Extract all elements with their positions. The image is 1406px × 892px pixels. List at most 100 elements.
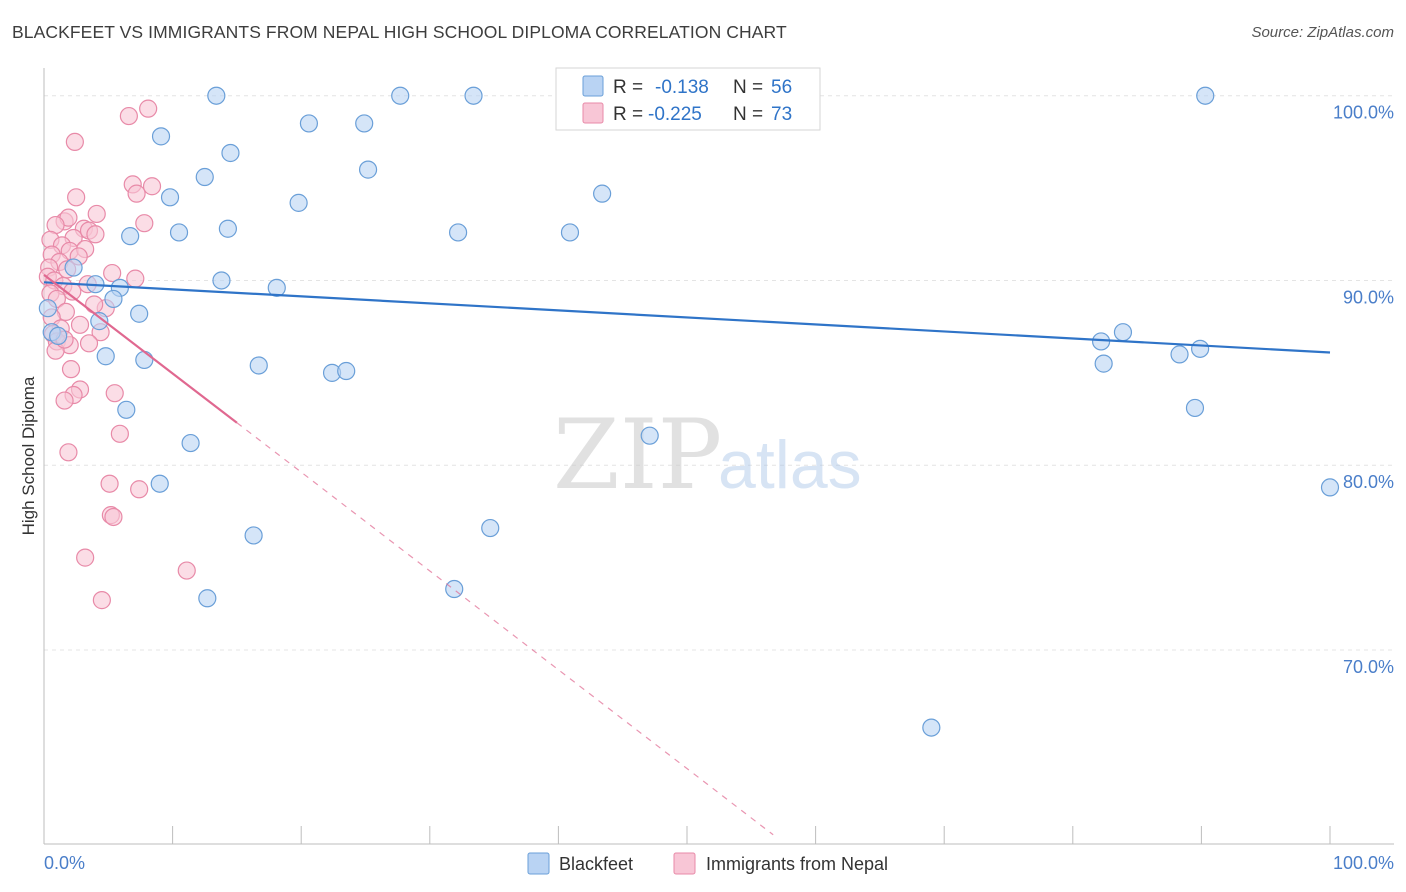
x-tick-label-min: 0.0% xyxy=(44,853,85,873)
trend-line-nepal xyxy=(43,274,238,424)
nepal-point-55 xyxy=(130,480,149,499)
grid-lines xyxy=(44,95,1394,651)
y-axis-title: High School Diploma xyxy=(19,376,38,535)
nepal-point-32 xyxy=(103,263,122,283)
blackfeet-point-42 xyxy=(1185,398,1205,418)
blackfeet-point-50 xyxy=(198,589,217,608)
legend-r-value-blackfeet: -0.138 xyxy=(655,77,709,98)
nepal-point-2 xyxy=(65,132,84,152)
blackfeet-point-1 xyxy=(391,86,410,105)
blackfeet-point-48 xyxy=(244,526,263,545)
blackfeet-point-0 xyxy=(207,86,226,105)
blackfeet-point-46 xyxy=(1320,478,1340,497)
blackfeet-point-14 xyxy=(289,193,308,212)
watermark-atlas: atlas xyxy=(718,427,862,503)
nepal-point-12 xyxy=(135,214,154,233)
trend-lines xyxy=(43,274,1331,836)
blackfeet-point-16 xyxy=(169,223,189,242)
blackfeet-point-15 xyxy=(218,219,237,238)
nepal-point-37 xyxy=(85,295,104,314)
nepal-point-59 xyxy=(177,561,196,580)
blackfeet-point-11 xyxy=(195,167,214,187)
blackfeet-point-12 xyxy=(593,184,612,203)
legend-bottom-swatch-blackfeet xyxy=(527,852,550,875)
nepal-point-58 xyxy=(76,548,95,567)
blackfeet-point-40 xyxy=(337,361,356,381)
nepal-point-1 xyxy=(139,99,158,118)
x-tick-label-max: 100.0% xyxy=(1333,853,1394,873)
blackfeet-point-17 xyxy=(448,223,468,242)
blackfeet-point-38 xyxy=(1094,354,1113,373)
blackfeet-point-8 xyxy=(151,127,171,146)
blackfeet-point-35 xyxy=(96,347,115,366)
nepal-point-33 xyxy=(126,269,145,288)
watermark-zip: ZIP xyxy=(553,399,722,511)
nepal-point-6 xyxy=(67,188,86,207)
nepal-point-51 xyxy=(105,384,124,403)
legend-n-value-blackfeet: 56 xyxy=(771,77,792,98)
nepal-point-52 xyxy=(110,424,129,443)
nepal-point-57 xyxy=(104,507,123,527)
x-tick-marks xyxy=(43,826,1331,844)
legend-n-label-nepal: N = xyxy=(733,104,763,125)
y-tick-label-0: 70.0% xyxy=(1343,657,1394,677)
nepal-point-4 xyxy=(142,177,162,196)
correlation-legend: R = -0.138 N = 56 R = -0.225 N = 73 xyxy=(555,67,821,131)
blackfeet-point-5 xyxy=(1196,86,1215,105)
blackfeet-point-34 xyxy=(1170,345,1189,364)
nepal-point-50 xyxy=(55,391,74,410)
nepal-point-38 xyxy=(70,315,90,334)
y-tick-label-1: 80.0% xyxy=(1343,472,1394,492)
blackfeet-point-44 xyxy=(181,433,200,453)
trend-line-nepal-extension xyxy=(236,422,774,836)
source-credit: Source: ZipAtlas.com xyxy=(1251,24,1394,41)
blackfeet-point-37 xyxy=(249,356,268,375)
legend-swatch-blackfeet xyxy=(582,75,604,97)
blackfeet-point-9 xyxy=(221,143,240,163)
nepal-point-0 xyxy=(119,106,138,126)
blackfeet-point-6 xyxy=(299,114,319,133)
legend-r-value-nepal: -0.225 xyxy=(648,104,702,125)
blackfeet-point-19 xyxy=(121,227,140,246)
nepal-point-44 xyxy=(79,334,99,353)
blackfeet-point-10 xyxy=(358,160,378,179)
y-tick-label-2: 90.0% xyxy=(1343,287,1394,307)
legend-r-label-blackfeet: R = xyxy=(613,77,643,98)
legend-bottom-swatch-nepal xyxy=(673,852,696,875)
blackfeet-point-41 xyxy=(117,400,136,419)
blackfeet-point-45 xyxy=(150,474,169,493)
blackfeet-point-43 xyxy=(640,426,659,445)
nepal-point-5 xyxy=(127,184,146,203)
nepal-point-7 xyxy=(87,204,106,224)
nepal-point-54 xyxy=(100,474,119,493)
legend-bottom-label-blackfeet: Blackfeet xyxy=(559,854,633,874)
nepal-point-15 xyxy=(86,225,105,244)
series-immigrants-from-nepal xyxy=(38,99,196,610)
nepal-point-60 xyxy=(92,591,111,610)
nepal-point-53 xyxy=(59,443,78,462)
blackfeet-point-22 xyxy=(212,271,231,290)
chart-title: BLACKFEET VS IMMIGRANTS FROM NEPAL HIGH … xyxy=(12,22,787,42)
blackfeet-point-23 xyxy=(267,278,286,297)
legend-swatch-nepal xyxy=(582,102,604,124)
blackfeet-point-30 xyxy=(49,326,68,346)
blackfeet-point-33 xyxy=(1191,339,1210,358)
nepal-point-47 xyxy=(61,360,81,379)
blackfeet-point-36 xyxy=(135,350,154,370)
blackfeet-point-25 xyxy=(104,289,123,309)
blackfeet-point-13 xyxy=(160,188,180,207)
blackfeet-point-31 xyxy=(1113,323,1133,342)
legend-bottom-label-nepal: Immigrants from Nepal xyxy=(706,854,888,874)
y-tick-label-3: 100.0% xyxy=(1333,103,1394,123)
series-blackfeet xyxy=(38,86,1340,737)
blackfeet-point-47 xyxy=(481,518,500,538)
series-legend: Blackfeet Immigrants from Nepal xyxy=(527,852,888,875)
y-tick-labels: 70.0% 80.0% 90.0% 100.0% xyxy=(1333,103,1394,677)
blackfeet-point-7 xyxy=(355,114,374,133)
legend-n-label-blackfeet: N = xyxy=(733,77,763,98)
blackfeet-point-28 xyxy=(90,312,109,331)
legend-r-label-nepal: R = xyxy=(613,104,643,125)
trend-line-blackfeet xyxy=(43,281,1331,354)
blackfeet-point-20 xyxy=(64,258,83,277)
